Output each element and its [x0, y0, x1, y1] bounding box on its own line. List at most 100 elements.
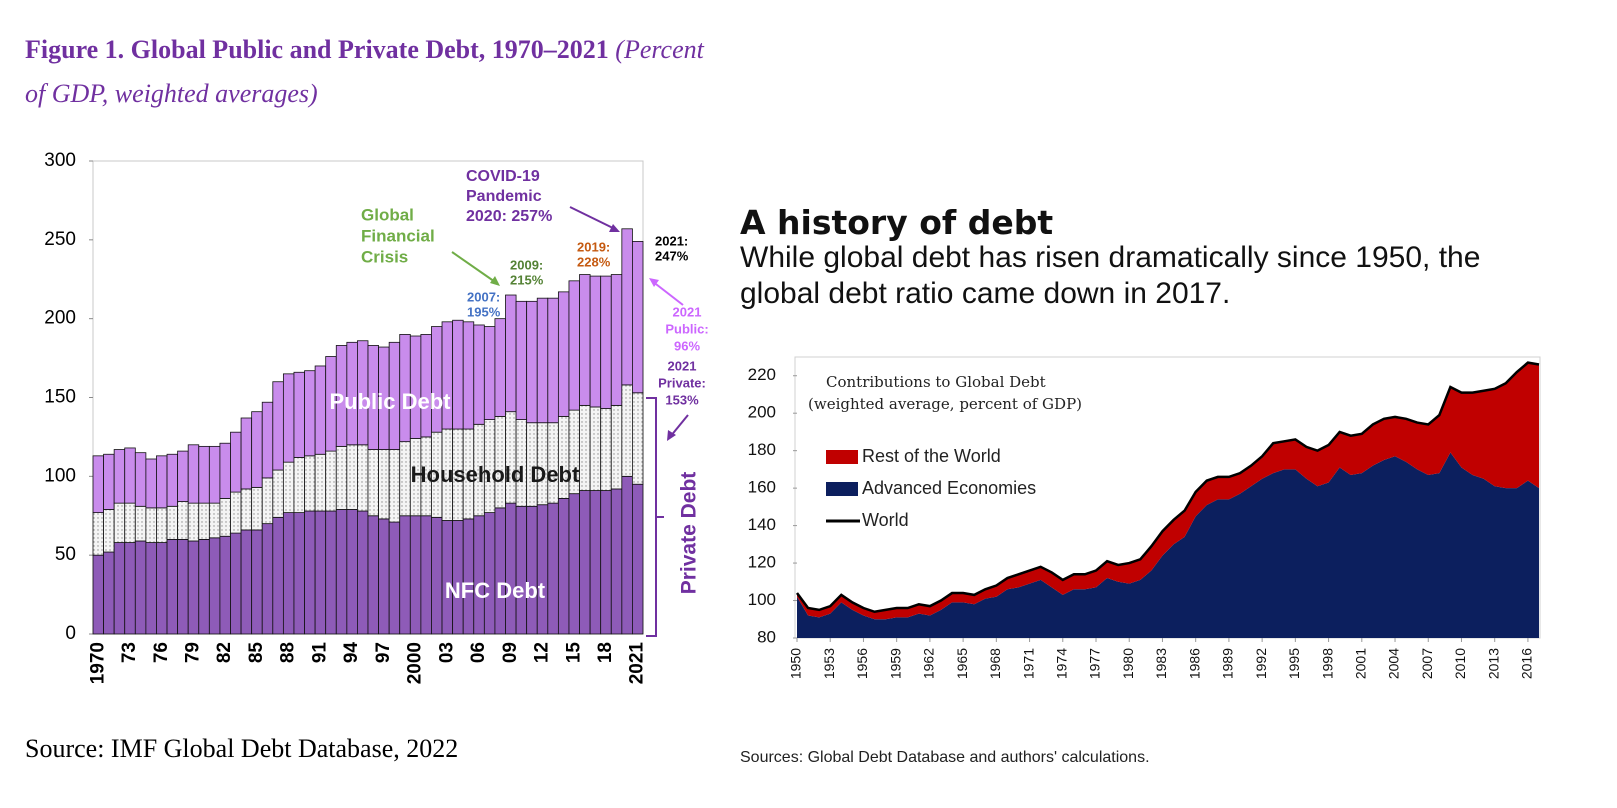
- x-tick-label: 18: [595, 642, 616, 663]
- x-tick-label: 1992: [1253, 648, 1269, 679]
- bar-segment: [240, 417, 253, 490]
- bar-segment: [399, 441, 411, 517]
- bar-segment: [462, 518, 475, 635]
- bar-segment: [92, 512, 104, 556]
- x-tick-label: 85: [246, 642, 267, 664]
- annotation: 228%: [577, 254, 611, 269]
- bar-segment: [272, 381, 284, 471]
- bar-segment: [187, 540, 200, 635]
- arrow: [451, 251, 499, 285]
- bar-segment: [208, 502, 221, 539]
- bar-segment: [632, 483, 644, 635]
- bar-segment: [145, 458, 157, 509]
- x-tick-label: 2010: [1452, 648, 1468, 679]
- bar-segment: [600, 490, 612, 635]
- bar-segment: [505, 411, 517, 504]
- bar-segment: [92, 554, 104, 635]
- bar-segment: [494, 318, 506, 417]
- annotation-arrows: [451, 206, 689, 637]
- bar-segment: [230, 491, 242, 534]
- x-tick-label: 2013: [1485, 648, 1501, 679]
- legend-label: Rest of the World: [862, 446, 1001, 466]
- bar-segment: [621, 384, 633, 477]
- world-line: [795, 361, 1540, 614]
- bar-segment: [124, 447, 136, 504]
- bar-segment: [304, 510, 316, 635]
- bar-segment: [409, 515, 422, 635]
- bar-segment: [208, 537, 221, 635]
- bar-segment: [579, 274, 591, 406]
- annotation: 195%: [467, 304, 501, 319]
- annotation: 2021: [673, 304, 702, 319]
- bar-segment: [388, 449, 401, 523]
- bar-segment: [293, 512, 305, 635]
- y-tick-label: 140: [748, 515, 776, 534]
- x-tick-label: 1983: [1153, 648, 1169, 679]
- bar-segment: [515, 505, 528, 635]
- legend-title: Contributions to Global Debt: [826, 373, 1046, 391]
- bar-segment: [219, 442, 231, 499]
- x-tick-label: 79: [182, 642, 203, 663]
- y-tick-label: 180: [748, 440, 776, 459]
- x-tick-label: 2004: [1386, 648, 1402, 679]
- bar-segment: [557, 498, 570, 635]
- bar-segment: [304, 370, 316, 457]
- right-subtitle: While global debt has risen dramatically…: [740, 241, 1481, 310]
- bar-segment: [314, 453, 327, 512]
- bar-segment: [177, 539, 189, 635]
- bar-segment: [187, 502, 200, 542]
- bar-segment: [145, 507, 157, 543]
- annotation: 2020: 257%: [466, 208, 552, 225]
- y-tick-label: 300: [44, 150, 76, 171]
- y-tick-label: 100: [748, 590, 776, 609]
- bar-segment: [378, 449, 390, 520]
- x-tick-label: 1977: [1087, 648, 1103, 679]
- legend-swatch: [826, 450, 858, 464]
- bar-segment: [335, 509, 348, 635]
- bar-segment: [219, 535, 231, 635]
- x-tick-label: 1956: [854, 648, 870, 679]
- annotation: Crisis: [361, 247, 408, 266]
- bar-segment: [431, 516, 443, 635]
- x-tick-label: 2007: [1419, 648, 1435, 679]
- x-tick-label: 2021: [627, 642, 648, 685]
- bar-segment: [304, 455, 316, 512]
- y-tick-label: 120: [748, 553, 776, 572]
- x-tick-label: 2016: [1519, 648, 1535, 679]
- annotation: Private Debt: [678, 472, 701, 595]
- bar-segment: [166, 453, 179, 507]
- x-tick-label: 94: [341, 642, 362, 664]
- x-tick-label: 73: [119, 642, 140, 663]
- bar-segment: [557, 291, 570, 417]
- x-tick-label: 91: [309, 642, 330, 664]
- bar-segment: [579, 490, 591, 635]
- x-tick-label: 76: [151, 642, 172, 663]
- bar-segment: [240, 488, 253, 531]
- bar-segment: [621, 475, 633, 635]
- annotation: 2019:: [577, 239, 610, 254]
- bar-segment: [547, 297, 559, 424]
- bar-segment: [335, 445, 348, 510]
- bar-segment: [515, 300, 528, 420]
- bar-segment: [113, 449, 126, 504]
- x-tick-label: 1968: [987, 648, 1003, 679]
- bar-segment: [536, 297, 549, 424]
- bar-segment: [610, 488, 623, 635]
- bar-segment: [208, 445, 221, 504]
- legend-label: Advanced Economies: [862, 478, 1036, 498]
- bar-segment: [177, 450, 189, 502]
- bar-segment: [505, 502, 517, 635]
- bar-segment: [166, 539, 179, 635]
- annotation: 2021:: [655, 233, 688, 248]
- y-tick-label: 100: [44, 465, 76, 486]
- bar-segment: [494, 507, 506, 635]
- bar-segment: [113, 502, 126, 543]
- bar-segment: [282, 373, 295, 463]
- x-tick-label: 1980: [1120, 648, 1136, 679]
- bar-segment: [589, 275, 602, 408]
- title: Figure 1. Global Public and Private Debt…: [25, 35, 609, 64]
- bar-segment: [230, 532, 242, 635]
- bar-segment: [346, 444, 358, 510]
- arrowhead: [609, 224, 620, 232]
- series-label: Public Debt: [329, 389, 451, 414]
